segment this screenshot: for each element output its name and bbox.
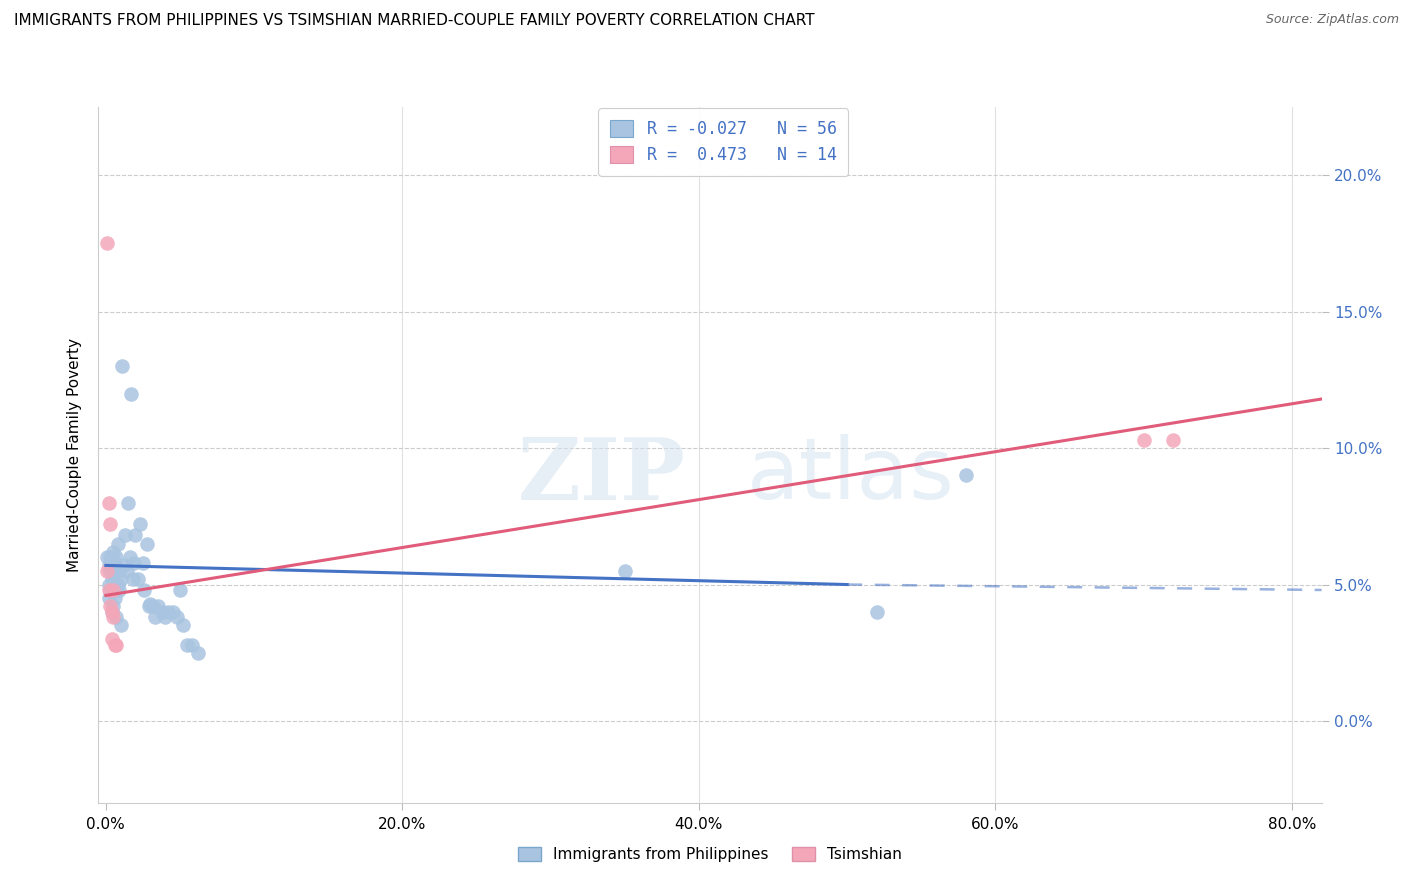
Point xyxy=(142,599,165,614)
Point xyxy=(124,528,146,542)
Point xyxy=(169,582,191,597)
Point xyxy=(108,582,131,597)
Point xyxy=(97,591,120,606)
Point xyxy=(111,359,134,374)
Point xyxy=(103,599,125,614)
Point xyxy=(103,610,125,624)
Point xyxy=(114,528,136,542)
Point xyxy=(97,496,120,510)
Point xyxy=(108,564,131,578)
Point xyxy=(187,646,209,660)
Point xyxy=(98,517,121,532)
Point xyxy=(153,610,176,624)
Text: ZIP: ZIP xyxy=(517,434,686,517)
Point xyxy=(180,638,202,652)
Point xyxy=(104,556,127,570)
Point xyxy=(98,550,121,565)
Point xyxy=(98,582,121,597)
Point xyxy=(107,577,129,591)
Point xyxy=(157,605,180,619)
Point xyxy=(105,610,128,624)
Point xyxy=(150,605,173,619)
Point xyxy=(132,556,155,570)
Point xyxy=(139,597,162,611)
Point xyxy=(138,599,160,614)
Point xyxy=(105,550,128,565)
Point xyxy=(105,638,128,652)
Text: Source: ZipAtlas.com: Source: ZipAtlas.com xyxy=(1265,13,1399,27)
Point xyxy=(118,550,141,565)
Point xyxy=(104,591,127,606)
Point xyxy=(117,496,139,510)
Point xyxy=(110,572,132,586)
Point xyxy=(100,561,122,575)
Point xyxy=(162,605,184,619)
Point xyxy=(129,517,152,532)
Point xyxy=(97,558,120,573)
Point xyxy=(97,577,120,591)
Point xyxy=(1132,433,1154,447)
Point xyxy=(96,236,118,251)
Point xyxy=(103,564,125,578)
Point xyxy=(121,572,143,586)
Point xyxy=(110,618,132,632)
Point xyxy=(120,386,142,401)
Point xyxy=(100,632,122,646)
Point xyxy=(103,582,125,597)
Point xyxy=(143,610,166,624)
Point xyxy=(176,638,198,652)
Point xyxy=(127,572,149,586)
Point xyxy=(107,536,129,550)
Point xyxy=(172,618,194,632)
Point xyxy=(96,550,118,565)
Point xyxy=(100,605,122,619)
Point xyxy=(866,605,889,619)
Point xyxy=(112,558,135,573)
Point xyxy=(115,564,138,578)
Point xyxy=(98,599,121,614)
Point xyxy=(103,545,125,559)
Point xyxy=(100,605,122,619)
Point xyxy=(134,582,156,597)
Point xyxy=(146,599,169,614)
Text: IMMIGRANTS FROM PHILIPPINES VS TSIMSHIAN MARRIED-COUPLE FAMILY POVERTY CORRELATI: IMMIGRANTS FROM PHILIPPINES VS TSIMSHIAN… xyxy=(14,13,814,29)
Point xyxy=(96,564,118,578)
Point xyxy=(955,468,977,483)
Point xyxy=(104,638,127,652)
Point xyxy=(100,572,122,586)
Point xyxy=(1163,433,1185,447)
Point xyxy=(136,536,159,550)
Point xyxy=(613,564,636,578)
Point xyxy=(122,556,145,570)
Text: atlas: atlas xyxy=(747,434,955,517)
Y-axis label: Married-Couple Family Poverty: Married-Couple Family Poverty xyxy=(67,338,83,572)
Point xyxy=(166,610,188,624)
Point xyxy=(98,564,121,578)
Point xyxy=(97,582,120,597)
Legend: Immigrants from Philippines, Tsimshian: Immigrants from Philippines, Tsimshian xyxy=(512,841,908,868)
